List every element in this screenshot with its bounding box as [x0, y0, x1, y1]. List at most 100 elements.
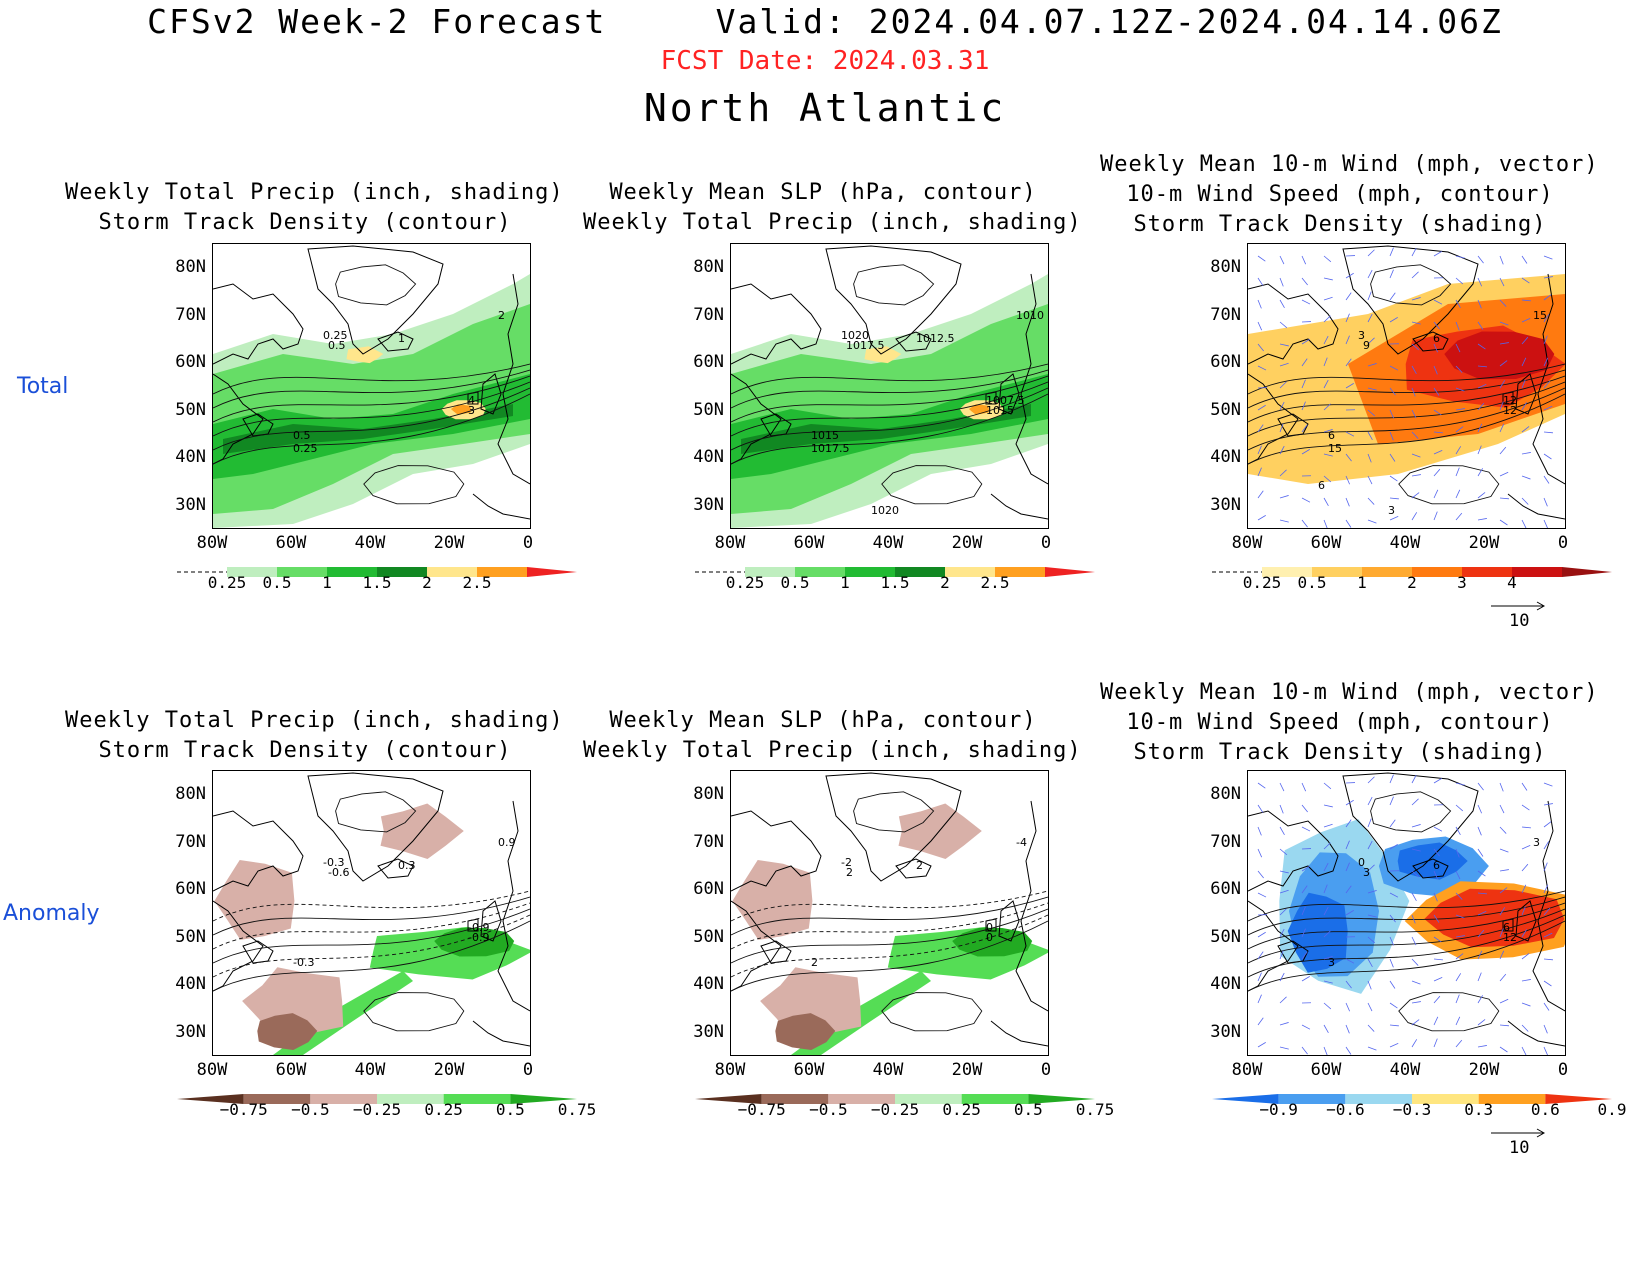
latitude-label: 50N: [693, 926, 724, 947]
longitude-label: 60W: [1310, 533, 1342, 553]
colorbar-tick-label: 0.25: [1242, 573, 1282, 592]
colorbar-tick-label: 0.5: [780, 573, 810, 592]
contour-layer: [1248, 264, 1565, 505]
latitude-label: 30N: [175, 494, 206, 515]
longitude-label: 0: [522, 1060, 534, 1080]
colorbar-tick-label: 2: [422, 573, 432, 592]
colorbar-segment: [745, 567, 795, 577]
latitude-label: 60N: [175, 352, 206, 372]
colorbar-tick-label: 2: [1407, 573, 1417, 592]
longitude-label: 60W: [793, 1060, 825, 1080]
longitude-label: 0: [1557, 533, 1569, 553]
colorbar-segment: [227, 567, 277, 577]
latitude-label: 40N: [175, 974, 206, 994]
shading-layer: [1279, 819, 1565, 994]
longitude-label: 40W: [1389, 1060, 1421, 1080]
longitude-label: 80W: [196, 1060, 228, 1080]
longitude-label: 40W: [872, 533, 904, 553]
colorbar-segment: [1345, 1094, 1412, 1104]
longitude-label: 20W: [951, 1060, 983, 1080]
contour-label: 2: [811, 956, 818, 969]
colorbar-tick-label: 1: [840, 573, 850, 592]
contour-label: 1012.5: [916, 332, 955, 345]
colorbar-segment: [510, 1094, 577, 1104]
latitude-label: 30N: [175, 1021, 206, 1042]
colorbar-tick-label: −0.6: [1326, 1100, 1365, 1119]
contour-label: 6: [1433, 332, 1440, 345]
colorbar-tick-label: 0.25: [725, 573, 765, 592]
colorbar: [695, 1090, 1095, 1104]
contour-label: 3: [1358, 329, 1365, 342]
colorbar: [177, 563, 577, 577]
map-frame: 0 3 6 3 6 12 3: [1247, 770, 1566, 1056]
colorbar-segment: [377, 1094, 444, 1104]
contour-label: 3: [468, 404, 475, 417]
map-canvas: 10201017.51012.510101007.5101510151017.5…: [731, 245, 1048, 528]
longitude-label: 80W: [196, 533, 228, 553]
contour-label: 0: [986, 931, 993, 944]
latitude-label: 40N: [1210, 974, 1241, 994]
panel-title-line: Storm Track Density (contour): [98, 210, 512, 235]
latitude-label: 60N: [1210, 352, 1241, 372]
contour-label: -0.3: [293, 956, 314, 969]
colorbar-segment: [327, 567, 377, 577]
panel-title-line: Weekly Mean SLP (hPa, contour): [609, 708, 1037, 733]
longitude-label: 40W: [1389, 533, 1421, 553]
contour-label: 3: [1363, 866, 1370, 879]
contour-label: 1010: [1016, 309, 1044, 322]
contour-label: 6: [1433, 859, 1440, 872]
panel-title-line: Weekly Mean 10-m Wind (mph, vector): [1100, 680, 1599, 705]
latitude-label: 70N: [175, 304, 206, 325]
latitude-label: 80N: [1210, 784, 1241, 804]
shading-layer: [731, 274, 1048, 528]
latitude-label: 70N: [175, 831, 206, 852]
contour-label: -0.9: [468, 931, 489, 944]
contour-label: 0: [986, 921, 993, 934]
longitude-label: 60W: [793, 533, 825, 553]
contour-label: 12: [1503, 404, 1517, 417]
latitude-label: 40N: [1210, 447, 1241, 467]
colorbar-segment: [945, 567, 995, 577]
colorbar-tick-label: 0.5: [495, 1100, 525, 1119]
panel-title-line: 10-m Wind Speed (mph, contour): [1126, 182, 1554, 207]
shading-layer: [213, 274, 530, 528]
colorbar-segment: [961, 1094, 1029, 1104]
latitude-label: 60N: [175, 879, 206, 899]
colorbar-segment: [477, 567, 527, 577]
latitude-label: 50N: [693, 399, 724, 420]
contour-label: 3: [1533, 836, 1540, 849]
latitude-label: 30N: [1210, 494, 1241, 515]
longitude-label: 20W: [1468, 1060, 1500, 1080]
contour-label: 1017.5: [846, 339, 885, 352]
colorbar-segment: [895, 1094, 962, 1104]
longitude-label: 60W: [275, 533, 307, 553]
coastline: [731, 772, 1048, 1047]
colorbar-tick-label: 4: [1507, 573, 1517, 592]
contour-label: 2: [498, 309, 505, 322]
contour-label: 0.5: [328, 339, 346, 352]
contour-label: 2: [916, 859, 923, 872]
colorbar-segment: [310, 1094, 377, 1104]
colorbar-segment: [1562, 567, 1612, 577]
contour-layer: [213, 264, 530, 505]
contour-labels: 10201017.51012.510101007.5101510151017.5…: [811, 309, 1044, 517]
contour-label: 6: [1318, 479, 1325, 492]
colorbar-segment: [1212, 1094, 1279, 1104]
colorbar-tick-label: 2: [940, 573, 950, 592]
contour-label: 0: [1358, 856, 1365, 869]
latitude-label: 60N: [1210, 879, 1241, 899]
longitude-label: 40W: [354, 533, 386, 553]
figure-title: CFSv2 Week-2 Forecast Valid: 2024.04.07.…: [147, 2, 1503, 41]
contour-label: 12: [1503, 394, 1517, 407]
map-frame: 1020 1017.5 1012.5 1010 1007.5 1015 1015 1017.5…: [730, 243, 1049, 529]
contour-label: 6: [1328, 429, 1335, 442]
map-frame: 0.25 0.5 1 2 4 3 0.5 0.25: [212, 243, 531, 529]
latitude-label: 80N: [693, 257, 724, 277]
colorbar-segment: [845, 567, 895, 577]
contour-label: 15: [1533, 309, 1547, 322]
map-panel: [65, 0, 585, 500]
colorbar-tick-label: −0.75: [219, 1100, 268, 1119]
